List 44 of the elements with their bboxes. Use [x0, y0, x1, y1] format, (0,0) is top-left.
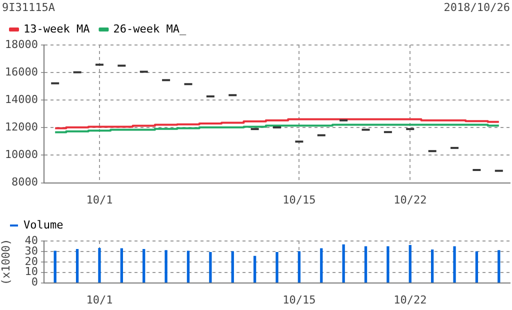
y-tick-label: 12000 [4, 120, 38, 134]
y-tick-label: 10000 [4, 148, 38, 162]
x-tick-label: 10/22 [394, 193, 427, 206]
legend-label: 13-week MA [24, 22, 90, 36]
bar [54, 250, 56, 283]
bar [364, 246, 368, 283]
bar [475, 251, 478, 283]
x-tick-label: 10/1 [86, 293, 113, 306]
bar [231, 251, 234, 283]
y-tick-label: 20 [24, 254, 38, 268]
legend-label: Volume [24, 218, 64, 232]
y-tick-label: 30 [24, 244, 38, 258]
y-tick-label: 16000 [4, 65, 38, 78]
text: 2018/10/26 [444, 1, 510, 14]
bar [164, 250, 168, 283]
y-tick-label: 14000 [4, 92, 38, 106]
bar [453, 246, 456, 283]
y-tick-label: 10 [24, 265, 38, 278]
bar [386, 246, 390, 283]
y-tick-label: 0 [31, 276, 38, 289]
bar [408, 244, 412, 283]
x-tick-label: 10/22 [394, 293, 427, 306]
x-tick-label: 10/1 [86, 193, 113, 206]
bar [209, 252, 212, 283]
y-tick-label: 40 [24, 234, 38, 247]
bar [342, 244, 345, 283]
bar [276, 252, 278, 283]
bar [186, 250, 190, 283]
bar [320, 248, 323, 283]
y-tick-label: 18000 [4, 38, 38, 51]
y-tick-label: 8000 [12, 176, 38, 189]
y-axis-title: (x1000) [0, 238, 12, 286]
bar [120, 248, 123, 283]
x-tick-label: 10/15 [282, 293, 316, 306]
x-tick-label: 10/15 [282, 193, 316, 206]
bar [298, 251, 301, 283]
chart-title: 9I31115A [2, 1, 55, 14]
bar [253, 256, 256, 283]
bar [142, 249, 146, 283]
bar [98, 248, 101, 283]
bar [76, 249, 79, 283]
bar [431, 249, 434, 283]
legend-label: 26-week MA_ [113, 22, 186, 36]
bar [498, 250, 500, 283]
